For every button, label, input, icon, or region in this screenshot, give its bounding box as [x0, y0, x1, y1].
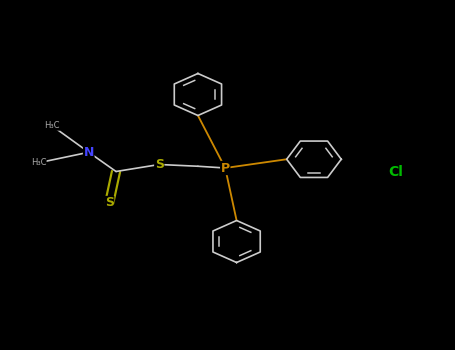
Text: S: S: [155, 158, 164, 171]
Text: H₃C: H₃C: [45, 121, 60, 131]
Text: Cl: Cl: [389, 164, 403, 178]
Text: H₃C: H₃C: [31, 158, 46, 167]
Text: N: N: [84, 146, 94, 159]
Text: S: S: [105, 196, 114, 210]
Text: P: P: [221, 161, 230, 175]
